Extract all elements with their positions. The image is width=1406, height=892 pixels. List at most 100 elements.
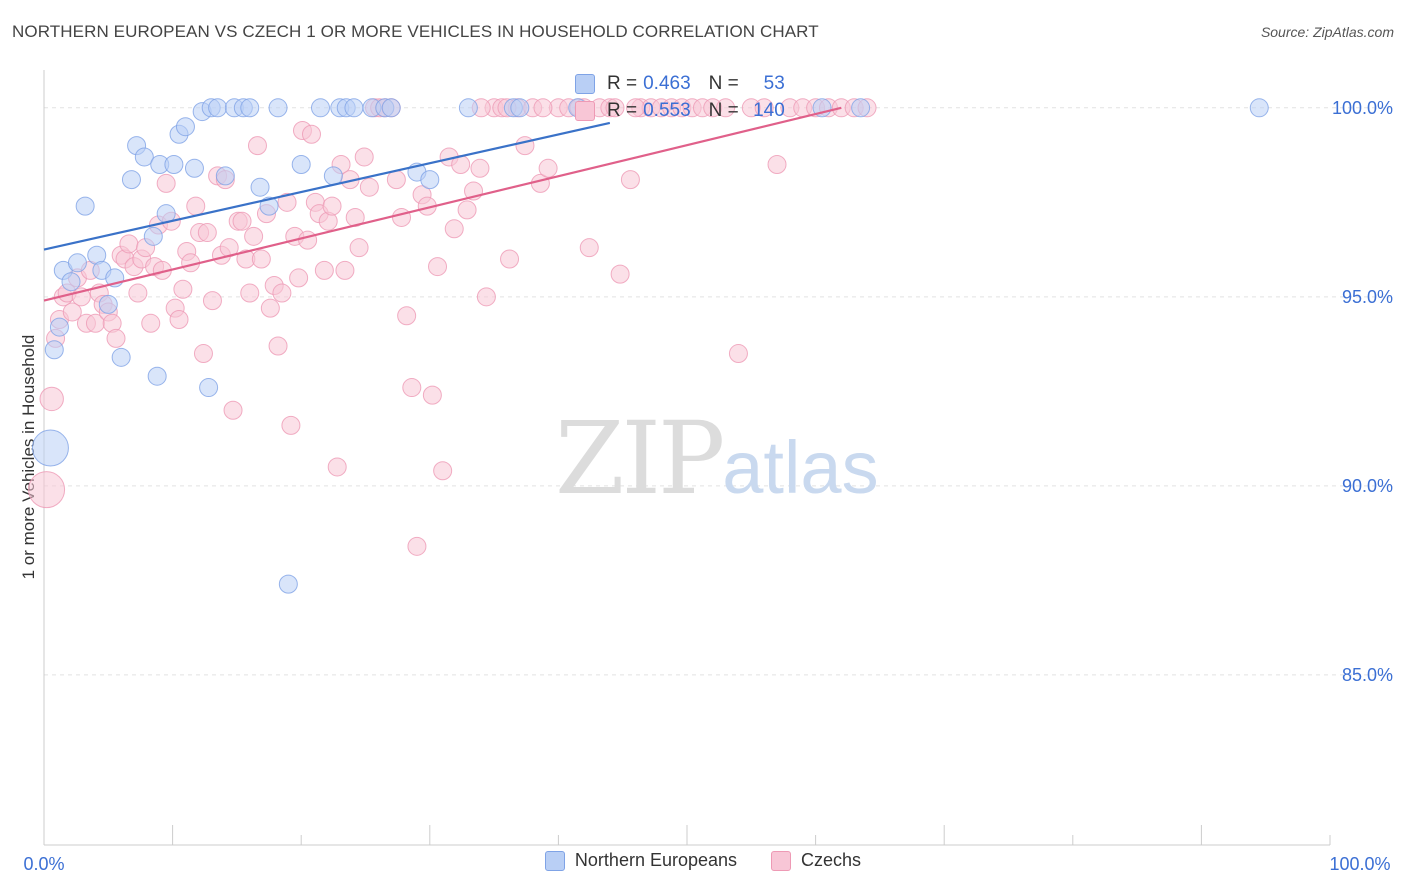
trendline-northern-europeans: [43, 121, 611, 251]
point-czechs: [141, 313, 161, 333]
x-tick-label: 100.0%: [1329, 854, 1390, 874]
point-czechs: [626, 98, 646, 118]
point-northern-europeans: [851, 98, 871, 118]
point-northern-europeans: [420, 170, 440, 190]
source-label: Source: ZipAtlas.com: [1260, 24, 1394, 40]
point-northern-europeans: [458, 98, 478, 118]
point-czechs: [240, 283, 260, 303]
point-northern-europeans: [250, 177, 270, 197]
point-czechs: [156, 173, 176, 193]
stats-n-value: 140: [753, 100, 785, 121]
point-northern-europeans: [344, 98, 364, 118]
point-czechs: [716, 98, 736, 118]
point-czechs: [422, 385, 442, 405]
point-northern-europeans: [67, 253, 87, 273]
point-northern-europeans: [208, 98, 228, 118]
point-northern-europeans: [215, 166, 235, 186]
point-czechs: [476, 287, 496, 307]
watermark: ZIPatlas: [555, 400, 879, 517]
stats-swatch-northern-europeans: [575, 73, 595, 94]
point-czechs: [428, 257, 448, 277]
point-czechs: [223, 400, 243, 420]
legend-swatch-czechs: [771, 850, 792, 871]
point-northern-europeans: [268, 98, 288, 118]
stats-box: R = 0.463 N = 53 R = 0.553 N = 140: [575, 70, 785, 124]
point-czechs: [359, 177, 379, 197]
point-czechs: [244, 226, 264, 246]
point-czechs: [620, 170, 640, 190]
legend-item-czechs[interactable]: Czechs: [771, 850, 861, 871]
point-czechs: [402, 378, 422, 398]
point-northern-europeans: [199, 378, 219, 398]
point-northern-europeans: [31, 429, 69, 467]
point-czechs: [186, 196, 206, 216]
stats-swatch-czechs: [575, 100, 595, 121]
point-czechs: [444, 219, 464, 239]
point-czechs: [767, 155, 787, 175]
legend-item-northern-europeans[interactable]: Northern Europeans: [544, 850, 737, 871]
trendline-czechs: [43, 106, 842, 302]
point-czechs: [247, 136, 267, 156]
point-czechs: [28, 471, 66, 509]
point-czechs: [457, 200, 477, 220]
point-czechs: [119, 234, 139, 254]
x-tick-label: 0.0%: [23, 854, 64, 874]
point-northern-europeans: [240, 98, 260, 118]
point-czechs: [538, 158, 558, 178]
point-northern-europeans: [1249, 98, 1269, 118]
y-axis-label: 1 or more Vehicles in Household: [19, 335, 38, 580]
legend-swatch-northern-europeans: [544, 850, 565, 871]
stats-r-value: 0.553: [643, 100, 691, 121]
point-northern-europeans: [381, 98, 401, 118]
point-czechs: [169, 310, 189, 330]
point-northern-europeans: [49, 317, 69, 337]
y-tick-label: 85.0%: [1342, 665, 1393, 685]
point-czechs: [281, 415, 301, 435]
legend: Northern Europeans Czechs: [0, 850, 1406, 871]
point-czechs: [314, 260, 334, 280]
point-northern-europeans: [98, 294, 118, 314]
point-czechs: [605, 98, 625, 118]
point-czechs: [62, 302, 82, 322]
point-czechs: [197, 223, 217, 243]
point-czechs: [533, 98, 553, 118]
stats-row-czechs: R = 0.553 N = 140: [575, 97, 785, 124]
watermark-atlas: atlas: [722, 426, 879, 509]
point-czechs: [128, 283, 148, 303]
point-northern-europeans: [143, 226, 163, 246]
point-czechs: [268, 336, 288, 356]
point-czechs: [354, 147, 374, 167]
point-czechs: [470, 158, 490, 178]
point-northern-europeans: [61, 272, 81, 292]
point-czechs: [500, 249, 520, 269]
point-czechs: [335, 260, 355, 280]
point-czechs: [610, 264, 630, 284]
point-czechs: [397, 306, 417, 326]
stats-r-label: R =: [607, 73, 638, 94]
point-northern-europeans: [75, 196, 95, 216]
point-czechs: [272, 283, 292, 303]
stats-n-label: N =: [708, 73, 739, 94]
stats-r-value: 0.463: [643, 73, 691, 94]
point-northern-europeans: [291, 155, 311, 175]
point-czechs: [386, 170, 406, 190]
point-northern-europeans: [184, 158, 204, 178]
stats-n-label: N =: [708, 100, 739, 121]
point-northern-europeans: [121, 170, 141, 190]
stats-r-label: R =: [607, 100, 638, 121]
point-czechs: [407, 536, 427, 556]
point-czechs: [289, 268, 309, 288]
point-czechs: [277, 192, 297, 212]
stats-row-northern-europeans: R = 0.463 N = 53: [575, 70, 785, 97]
point-czechs: [301, 124, 321, 144]
point-czechs: [39, 386, 64, 412]
point-czechs: [728, 344, 748, 364]
chart-title: NORTHERN EUROPEAN VS CZECH 1 OR MORE VEH…: [12, 22, 819, 41]
point-northern-europeans: [147, 366, 167, 386]
point-czechs: [754, 98, 774, 118]
watermark-zip: ZIP: [555, 400, 725, 517]
point-czechs: [251, 249, 271, 269]
point-northern-europeans: [510, 98, 530, 118]
point-czechs: [433, 461, 453, 481]
